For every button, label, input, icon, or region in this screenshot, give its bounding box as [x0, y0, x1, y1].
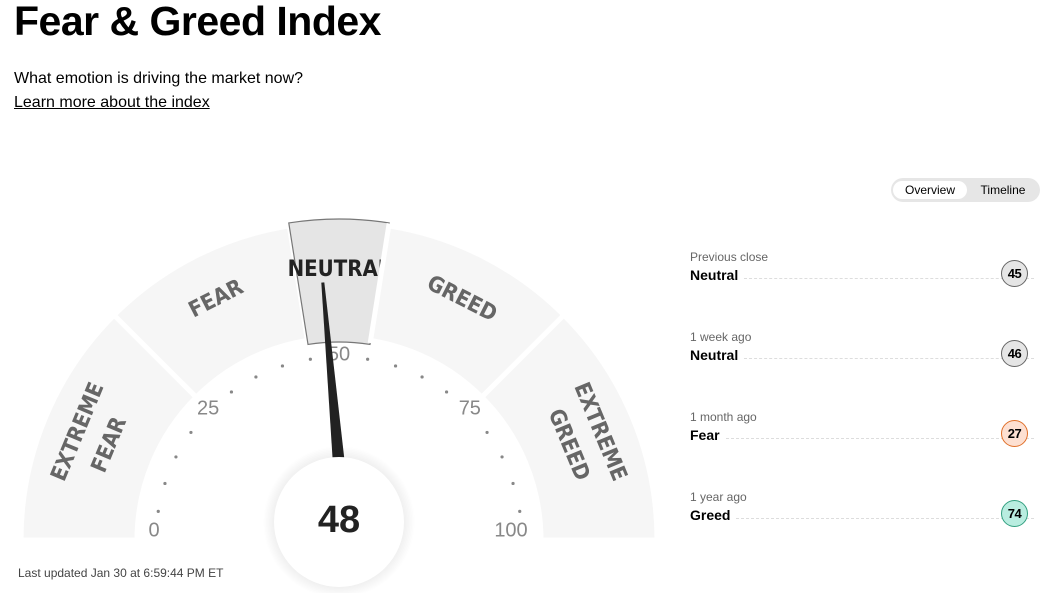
history-rating: Greed: [690, 507, 731, 523]
subtitle: What emotion is driving the market now?: [14, 70, 304, 87]
tick-label: 25: [197, 397, 219, 419]
history-rating: Fear: [690, 427, 720, 443]
tab-timeline[interactable]: Timeline: [980, 183, 1026, 197]
page-title: Fear & Greed Index: [14, 0, 381, 44]
tick-dot: [308, 357, 312, 361]
tick-dot: [366, 357, 370, 361]
center-dial: [274, 457, 404, 587]
tick-label: 0: [148, 519, 159, 541]
tick-dot: [518, 509, 522, 513]
learn-more-link[interactable]: Learn more about the index: [14, 94, 210, 111]
divider: [744, 277, 1034, 279]
history-value-badge: 74: [1001, 500, 1028, 527]
tick-label: 100: [494, 519, 527, 541]
tick-dot: [229, 390, 234, 394]
tick-dot: [511, 481, 515, 486]
gauge-needle: [321, 282, 345, 466]
history-rating: Neutral: [690, 347, 739, 363]
history-item: Previous close Neutral 45: [690, 250, 1036, 287]
divider: [725, 437, 1034, 439]
tick-label: 50: [328, 343, 350, 365]
tab-overview[interactable]: Overview: [893, 181, 967, 199]
history-value-badge: 46: [1001, 340, 1028, 367]
view-toggle: Overview Timeline: [891, 178, 1040, 202]
tick-dot: [280, 364, 285, 368]
tick-dot: [420, 375, 424, 379]
divider: [736, 517, 1034, 519]
history-value-badge: 27: [1001, 420, 1028, 447]
gauge-segment-extreme-greed: [478, 311, 660, 543]
history-value-badge: 45: [1001, 260, 1028, 287]
history-item: 1 year ago Greed 74: [690, 490, 1036, 527]
tick-dot: [485, 430, 489, 435]
tick-dot: [254, 375, 258, 379]
history-period: Previous close: [690, 250, 769, 264]
tick-dot: [189, 430, 193, 435]
history-item: 1 month ago Fear 27: [690, 410, 1036, 447]
tick-dot: [393, 364, 398, 368]
history-period: 1 month ago: [690, 410, 757, 424]
history-rating: Neutral: [690, 267, 739, 283]
history-period: 1 year ago: [690, 490, 747, 504]
divider: [744, 357, 1034, 359]
gauge-value: 48: [318, 499, 360, 541]
history-period: 1 week ago: [690, 330, 752, 344]
fear-greed-gauge: EXTREMEFEARFEARNEUTRALGREEDEXTREMEGREED0…: [46, 218, 660, 593]
tick-dot: [500, 455, 504, 459]
tick-label: 75: [459, 397, 481, 419]
tick-dot: [163, 481, 167, 486]
last-updated: Last updated Jan 30 at 6:59:44 PM ET: [18, 566, 224, 580]
history-item: 1 week ago Neutral 46: [690, 330, 1036, 367]
tick-dot: [444, 390, 449, 394]
tick-dot: [156, 509, 160, 513]
segment-label: NEUTRAL: [288, 257, 391, 282]
tick-dot: [174, 455, 178, 459]
